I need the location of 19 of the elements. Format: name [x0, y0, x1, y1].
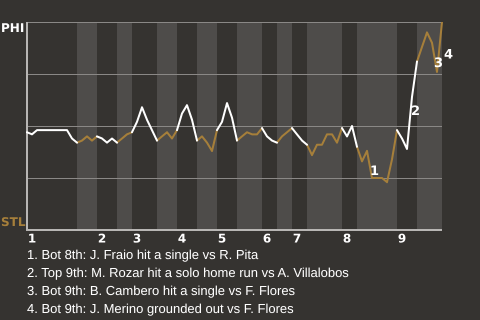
text: 4	[444, 47, 454, 62]
annotation: 2	[411, 104, 420, 119]
x-tick-label: 1	[28, 231, 36, 246]
text: STL	[1, 215, 26, 230]
annotation: 3	[434, 56, 444, 71]
x-tick-label: 2	[98, 231, 106, 246]
text: 2. Top 9th: M. Rozar hit a solo home run vs A. Villalobos	[27, 264, 349, 282]
x-tick-label: 7	[292, 231, 302, 246]
x-tick-label: 8	[342, 231, 352, 246]
x-tick-label: 9	[398, 231, 406, 246]
annotation: 1	[370, 164, 380, 180]
text: 1. Bot 8th: J. Fraio hit a single vs R. Pita	[27, 246, 260, 264]
x-tick-label: 6	[262, 231, 272, 246]
x-tick-label: 5	[218, 231, 226, 246]
text: PHI	[1, 21, 24, 36]
x-tick-label: 4	[178, 231, 186, 246]
x-tick-label: 3	[132, 231, 142, 246]
text: 4. Bot 9th: J. Merino grounded out vs F. Flores	[27, 300, 295, 318]
text: 3. Bot 9th: B. Cambero hit a single vs F. Flores	[27, 282, 296, 300]
